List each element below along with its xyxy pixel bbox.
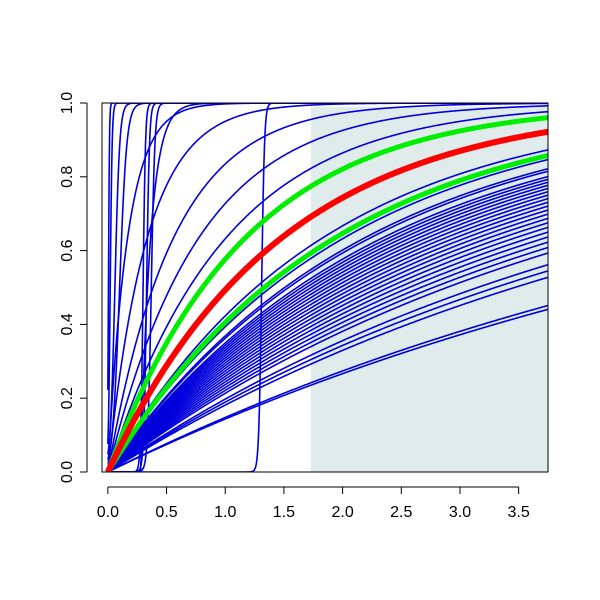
sample-line-25: [107, 226, 548, 472]
y-tick-label-5: 1.0: [59, 92, 76, 114]
sample-line-17: [107, 252, 548, 472]
bound-line-45: [105, 153, 548, 472]
y-tick-label-4: 0.8: [59, 166, 76, 188]
plot-frame: [101, 102, 549, 473]
sample-line-28: [107, 201, 548, 472]
sample-line-29: [107, 194, 548, 472]
sample-line-10: [107, 190, 548, 472]
x-tick-label-1: 0.5: [155, 504, 177, 521]
sample-line-32: [107, 175, 548, 472]
y-tick-label-3: 0.6: [59, 239, 76, 261]
sample-line-20: [107, 304, 548, 472]
y-tick-label-2: 0.4: [59, 313, 76, 335]
y-axis: 0.0 0.2 0.4 0.6 0.8 1.0: [59, 92, 88, 483]
sample-line-21: [107, 276, 548, 472]
sample-line-8: [107, 178, 548, 472]
sample-line-14: [107, 222, 548, 472]
y-tick-label-0: 0.0: [59, 461, 76, 483]
sample-line-9: [107, 184, 548, 472]
sample-line-7: [107, 170, 548, 472]
sample-line-19: [107, 308, 548, 472]
plot-lines: [105, 103, 548, 472]
sample-line-23: [107, 246, 548, 472]
sample-line-15: [107, 231, 548, 472]
sample-line-11: [107, 197, 548, 472]
sample-line-27: [107, 209, 548, 472]
sample-line-5: [107, 149, 548, 472]
sample-line-4: [107, 110, 548, 472]
x-tick-label-7: 3.5: [508, 504, 530, 521]
sample-line-33: [107, 167, 548, 472]
sample-line-18: [107, 263, 548, 472]
x-tick-label-5: 2.5: [390, 504, 412, 521]
sample-line-42: [107, 103, 548, 472]
sample-line-16: [107, 241, 548, 472]
sample-line-30: [107, 187, 548, 472]
sample-line-31: [107, 181, 548, 472]
x-tick-label-6: 3.0: [449, 504, 471, 521]
sample-line-2: [107, 103, 548, 472]
sample-line-12: [107, 205, 548, 472]
x-tick-label-4: 2.0: [331, 504, 353, 521]
y-tick-label-1: 0.2: [59, 387, 76, 409]
bound-line-44: [105, 115, 548, 472]
sample-line-0: [107, 103, 548, 472]
x-axis: 0.0 0.5 1.0 1.5 2.0 2.5 3.0 3.5: [97, 486, 530, 521]
estimate-line-43: [105, 128, 548, 472]
sample-line-3: [107, 105, 548, 472]
x-tick-label-3: 1.5: [273, 504, 295, 521]
x-tick-label-2: 1.0: [214, 504, 236, 521]
sample-line-26: [107, 217, 548, 472]
sample-line-24: [107, 236, 548, 472]
x-tick-label-0: 0.0: [97, 504, 119, 521]
sample-line-22: [107, 270, 548, 472]
sample-line-13: [107, 213, 548, 472]
